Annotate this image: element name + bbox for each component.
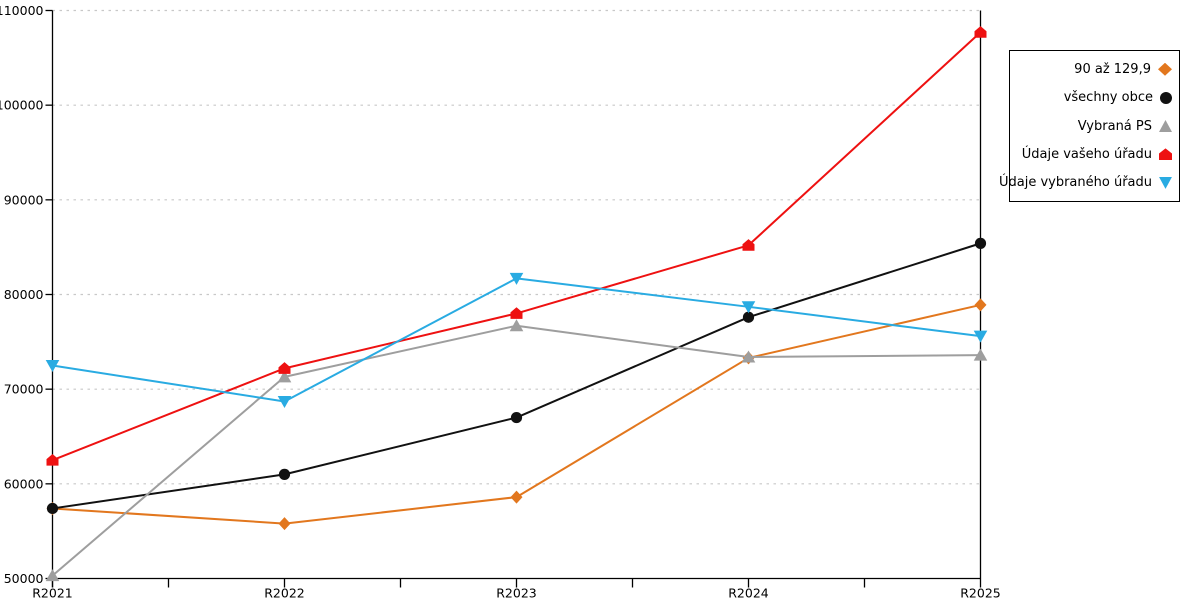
circle-marker [742, 311, 755, 323]
pentagon-marker [46, 453, 59, 466]
x-tick-label: R2023 [496, 586, 537, 601]
y-tick-label: 80000 [4, 287, 44, 302]
triangle-up-marker [509, 319, 524, 332]
triangle-up-marker [45, 569, 60, 582]
triangle-up-marker [973, 348, 988, 361]
legend-label: Vybraná PS [1077, 118, 1152, 134]
pentagon-marker [278, 362, 291, 374]
triangle-down-marker [973, 330, 988, 343]
legend-item-4: Údaje vašeho úřadu [1010, 140, 1179, 168]
legend-item-3: Vybraná PS [1010, 112, 1179, 140]
triangle-up-marker [741, 350, 756, 363]
diamond-marker [510, 490, 523, 504]
legend-item-5: Údaje vybraného úřadu [999, 169, 1179, 197]
x-tick-label: R2024 [728, 586, 769, 601]
legend-diamond-icon [1158, 62, 1172, 76]
pentagon-marker [974, 26, 987, 38]
legend-pentagon-icon [1159, 148, 1172, 161]
x-tick-label: R2025 [960, 586, 1001, 601]
legend-label: 90 až 129,9 [1074, 61, 1151, 77]
triangle-down-marker [741, 301, 756, 314]
legend-item-2: všechny obce [1010, 83, 1179, 111]
legend-label: všechny obce [1063, 90, 1153, 106]
x-tick-label: R2022 [264, 586, 305, 601]
x-tick-label: R2021 [32, 586, 73, 601]
legend-item-1: 90 až 129,9 [1010, 55, 1179, 83]
legend-label: Údaje vašeho úřadu [1021, 146, 1152, 162]
triangle-down-marker [277, 395, 292, 408]
diamond-marker [278, 517, 291, 531]
series-line-3 [51, 324, 981, 577]
series-line-4 [52, 31, 982, 462]
y-tick-label: 60000 [4, 476, 44, 491]
y-tick-label: 100000 [0, 98, 44, 113]
circle-marker [510, 411, 523, 424]
legend-label: Údaje vybraného úřadu [998, 175, 1152, 191]
y-tick-label: 90000 [4, 192, 44, 207]
legend-triangle-down-icon [1159, 176, 1172, 189]
y-tick-label: 70000 [4, 382, 44, 397]
diamond-marker [974, 298, 987, 312]
triangle-up-marker [277, 370, 292, 383]
legend: 90 až 129,9 všechny obce Vybraná PS Údaje v… [999, 50, 1180, 202]
pentagon-marker [510, 307, 523, 319]
triangle-down-marker [45, 360, 60, 372]
circle-marker [974, 237, 987, 249]
series-line-5 [52, 277, 981, 403]
circle-marker [46, 502, 59, 515]
pentagon-marker [742, 239, 755, 251]
legend-triangle-up-icon [1159, 120, 1172, 132]
y-tick-label: 50000 [4, 571, 44, 586]
triangle-down-marker [509, 272, 524, 285]
legend-circle-icon [1160, 91, 1172, 104]
y-tick-label: 110000 [0, 3, 44, 18]
circle-marker [278, 468, 291, 480]
